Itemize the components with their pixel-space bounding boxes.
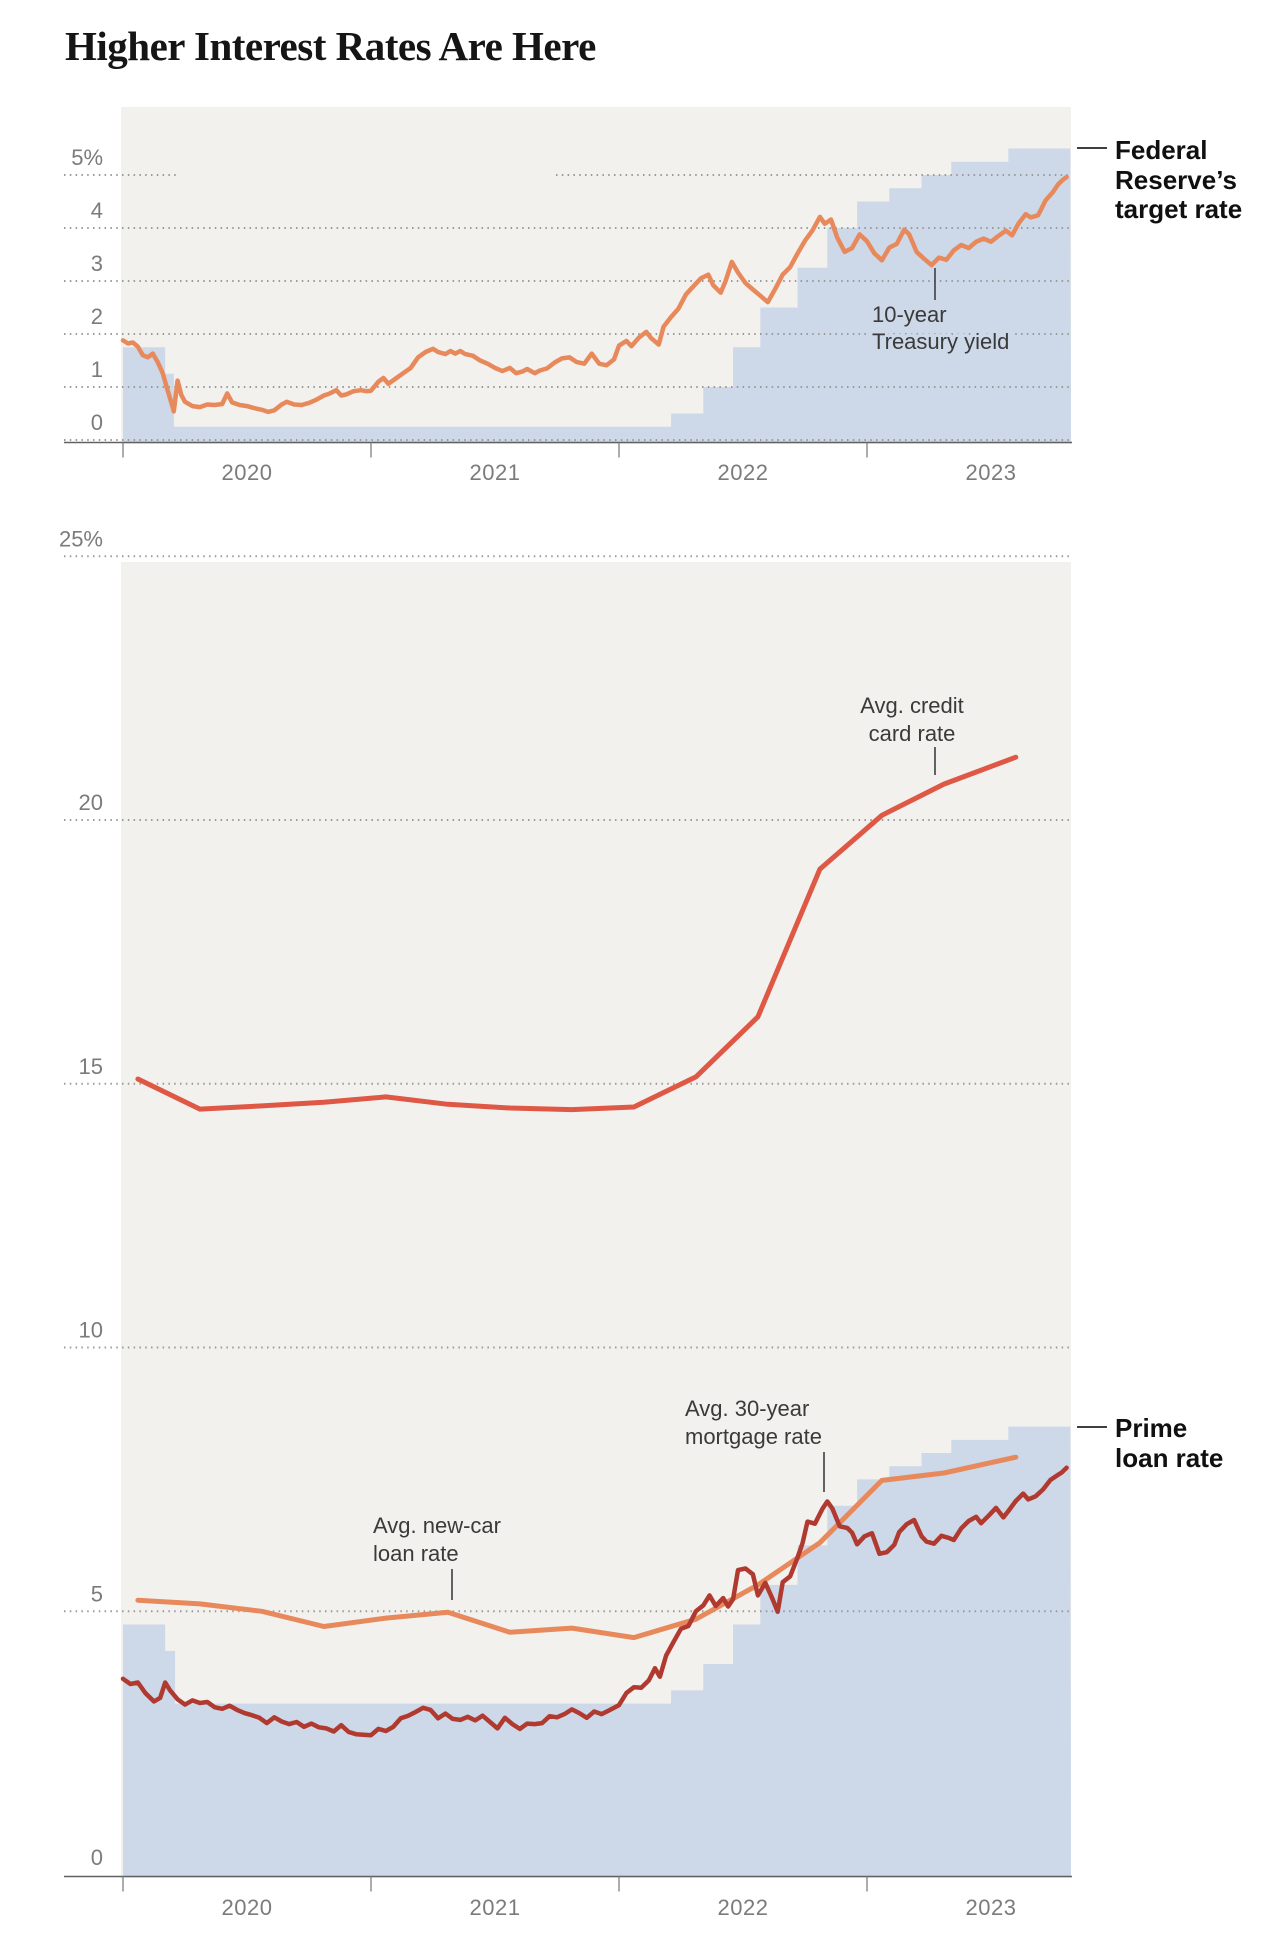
key-rates-x-label-2022: 2022 [718, 460, 769, 485]
consumer-rates-x-label-2021: 2021 [470, 1895, 521, 1920]
treasury-yield-label-line-1: 10-year [872, 302, 947, 327]
consumer-rates-area-prime-loan-rate [123, 1426, 1071, 1877]
key-rates-y-label-0: 0 [91, 410, 103, 435]
credit-card-rate-label-line-2: card rate [869, 721, 956, 746]
consumer-rates-line-avg-new-car-loan-rate [135, 1454, 1019, 1641]
key-rates-y-label-2: 2 [91, 304, 103, 329]
consumer-rates-x-label-2022: 2022 [718, 1895, 769, 1920]
prime-loan-rate-label-line-1: Prime [1115, 1413, 1187, 1443]
fed-target-rate-label-line-1: Federal [1115, 135, 1208, 165]
key-rates-y-label-4: 4 [91, 198, 103, 223]
consumer-rates-x-label-2023: 2023 [966, 1895, 1017, 1920]
key-rates-area-federal-reserve-s-target-rate [123, 148, 1071, 443]
credit-card-rate-label-line-1: Avg. credit [860, 693, 964, 718]
consumer-rates-line-avg-30-year-mortgage-rate [120, 1465, 1069, 1738]
consumer-rates-x-label-2020: 2020 [222, 1895, 273, 1920]
new-car-loan-rate-label-line-1: Avg. new-car [373, 1513, 501, 1538]
consumer-rates-y-label-15: 15 [79, 1054, 103, 1079]
consumer-rates-y-label-10: 10 [79, 1318, 103, 1343]
treasury-yield-label-line-2: Treasury yield [872, 329, 1009, 354]
consumer-rates-y-label-5: 5 [91, 1581, 103, 1606]
consumer-rates-line-avg-credit-card-rate [135, 754, 1019, 1113]
prime-loan-rate-label-line-2: loan rate [1115, 1443, 1223, 1473]
key-rates-y-label-3: 3 [91, 251, 103, 276]
consumer-rates-y-label-0: 0 [91, 1845, 103, 1870]
key-rates-x-label-2023: 2023 [966, 460, 1017, 485]
consumer-rates-y-label-25: 25% [59, 526, 103, 551]
fed-target-rate-label-line-2: Reserve’s [1115, 165, 1237, 195]
key-rates-line-10-year-treasury-yield [120, 174, 1069, 415]
fed-target-rate-label-line-3: target rate [1115, 194, 1242, 224]
key-rates-y-label-1: 1 [91, 357, 103, 382]
page-title: Higher Interest Rates Are Here [65, 23, 596, 69]
mortgage-rate-label-line-2: mortgage rate [685, 1424, 822, 1449]
consumer-rates-y-label-20: 20 [79, 790, 103, 815]
key-rates-y-label-5: 5% [71, 145, 103, 170]
new-car-loan-rate-label-line-2: loan rate [373, 1541, 459, 1566]
key-rates-x-label-2020: 2020 [222, 460, 273, 485]
mortgage-rate-label-line-1: Avg. 30-year [685, 1396, 809, 1421]
key-rates-x-label-2021: 2021 [470, 460, 521, 485]
